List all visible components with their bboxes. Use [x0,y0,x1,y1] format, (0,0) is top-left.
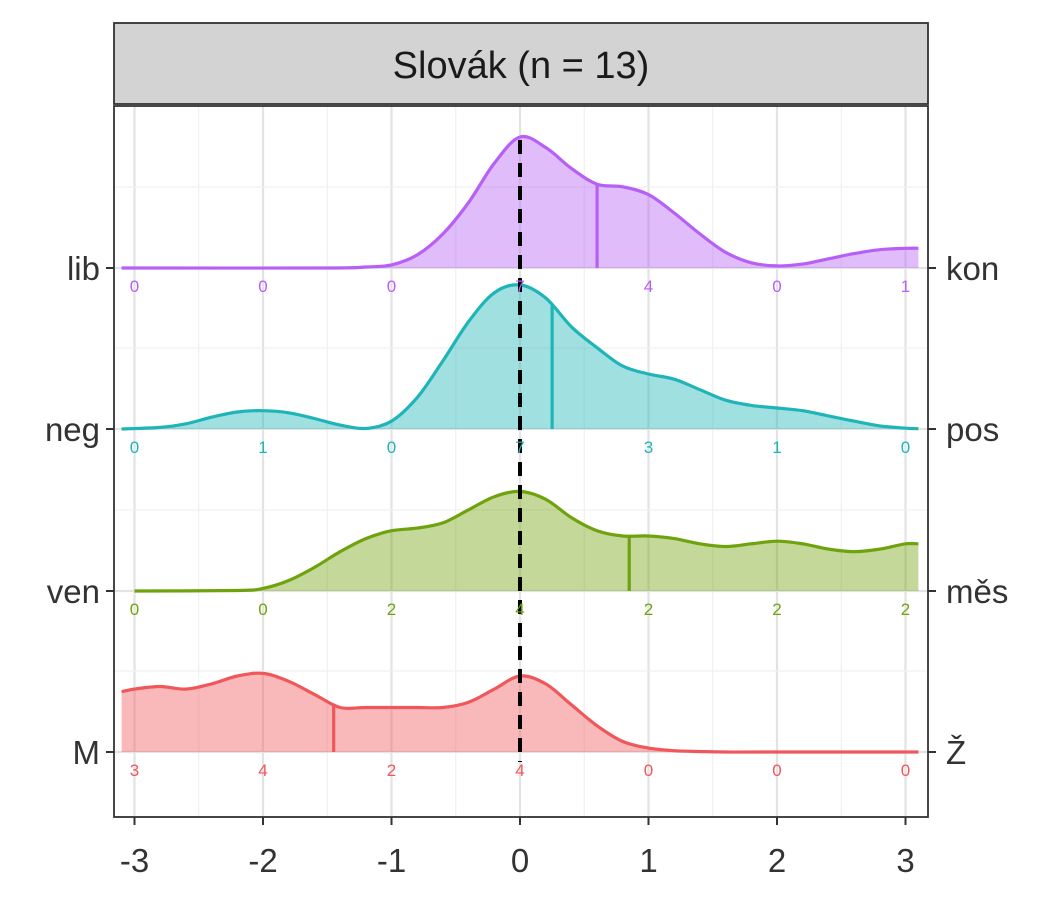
count-label-neg-6: 0 [901,438,910,457]
count-label-ven-4: 2 [644,600,653,619]
ridge-line-neg-pos [121,283,919,431]
count-label-M-6: 0 [901,761,910,780]
x-axis-tick-label: -1 [377,842,406,879]
count-label-lib-5: 0 [772,277,781,296]
count-label-ven-3: 4 [515,600,524,619]
right-row-label: měs [946,573,1008,610]
count-label-M-2: 2 [387,761,396,780]
left-row-label: ven [47,573,100,610]
x-axis-tick-label: 0 [511,842,529,879]
count-label-M-3: 4 [515,761,524,780]
strip-header-background [113,22,929,105]
x-axis-tick-label: 3 [896,842,914,879]
ridge-area-ven-měs [134,491,919,591]
x-axis-tick-label: 1 [639,842,657,879]
right-row-label: Ž [946,734,966,771]
count-label-neg-5: 1 [772,438,781,457]
left-row-label: neg [45,411,100,448]
chart-title: Slovák (n = 13) [393,45,650,87]
ridge-line-lib-kon [121,134,919,270]
left-row-label: M [73,734,101,771]
x-axis-tick-label: -2 [248,842,277,879]
count-label-lib-4: 4 [644,277,653,296]
count-label-M-4: 0 [644,761,653,780]
right-row-label: pos [946,411,999,448]
count-label-ven-2: 2 [387,600,396,619]
count-label-ven-1: 0 [258,600,267,619]
ridge-area-M-Ž [121,673,919,753]
axes-layer: -3 -2 -1 0 1 2 3 lib kon neg pos ven měs M Ž [45,250,1008,879]
count-label-neg-0: 0 [130,438,139,457]
count-label-neg-3: 7 [515,438,524,457]
right-row-label: kon [946,250,999,287]
ridge-area-lib-kon [121,136,919,269]
count-label-lib-0: 0 [130,277,139,296]
count-label-lib-6: 1 [901,277,910,296]
count-label-ven-6: 2 [901,600,910,619]
count-label-neg-4: 3 [644,438,653,457]
left-row-label: lib [67,250,100,287]
count-label-lib-2: 0 [387,277,396,296]
count-label-ven-0: 0 [130,600,139,619]
x-axis-tick-label: -3 [120,842,149,879]
x-axis-tick-label: 2 [768,842,786,879]
count-labels-layer: 0 0 0 7 4 0 1 0 1 0 7 3 1 0 0 0 2 4 2 2 2 3 4 2 4 0 0 0 [130,277,910,780]
count-label-lib-1: 0 [258,277,267,296]
count-label-neg-2: 0 [387,438,396,457]
count-label-lib-3: 7 [515,277,524,296]
count-label-M-5: 0 [772,761,781,780]
count-label-M-1: 4 [258,761,267,780]
ridge-line-M-Ž [121,671,919,754]
count-label-M-0: 3 [130,761,139,780]
count-label-ven-5: 2 [772,600,781,619]
ridge-line-ven-měs [134,489,919,593]
count-label-neg-1: 1 [258,438,267,457]
